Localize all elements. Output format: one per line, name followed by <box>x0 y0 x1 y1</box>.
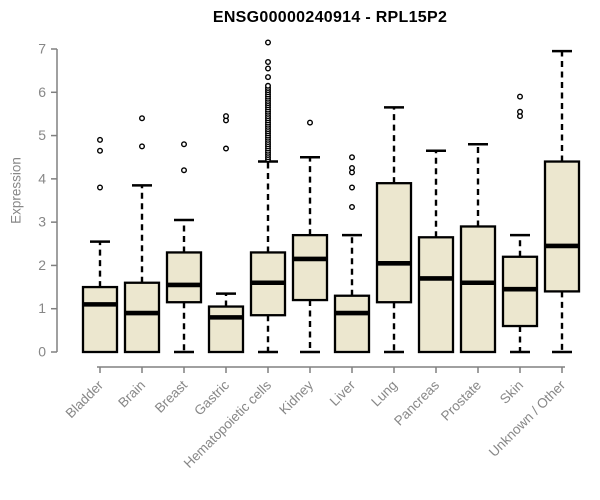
x-category-label: Liver <box>327 377 359 409</box>
iqr-box <box>81 285 119 354</box>
outlier-point <box>349 165 356 172</box>
x-category-label: Pancreas <box>391 377 442 428</box>
boxplot-group-pancreas <box>417 149 455 354</box>
x-category-label: Prostate <box>438 378 484 424</box>
outlier-point <box>265 74 272 81</box>
x-category-label: Unknown / Other <box>486 377 569 460</box>
outlier-point <box>307 119 314 126</box>
iqr-box <box>543 160 581 293</box>
boxplot-group-bladder <box>81 136 119 354</box>
boxplot-group-lung <box>375 106 413 354</box>
x-category-label: Bladder <box>63 377 107 421</box>
chart-title: ENSG00000240914 - RPL15P2 <box>212 9 448 26</box>
x-category-label: Gastric <box>191 377 232 418</box>
y-tick-label: 0 <box>38 344 46 360</box>
y-tick-label: 2 <box>38 257 46 273</box>
outlier-point <box>349 203 356 210</box>
outlier-point <box>517 108 524 115</box>
outlier-point <box>265 82 272 89</box>
iqr-box <box>291 233 329 302</box>
boxplot-group-hematopoietic-cells <box>249 39 287 354</box>
iqr-box <box>459 225 497 354</box>
iqr-box <box>123 281 161 354</box>
x-category-label: Kidney <box>276 377 316 417</box>
iqr-box <box>207 305 245 354</box>
outlier-point <box>265 65 272 72</box>
iqr-box <box>375 182 413 304</box>
outlier-point <box>180 167 187 174</box>
iqr-box <box>333 294 371 354</box>
x-category-label: Lung <box>368 378 400 410</box>
iqr-box <box>417 236 455 354</box>
y-tick-label: 3 <box>38 214 46 230</box>
outlier-point <box>222 145 229 152</box>
outlier-point <box>96 147 103 154</box>
boxplot-group-liver <box>333 154 371 354</box>
outlier-point <box>349 184 356 191</box>
outlier-point <box>265 58 272 65</box>
outlier-point <box>96 184 103 191</box>
y-tick-label: 6 <box>38 84 46 100</box>
x-category-label: Brain <box>115 378 148 411</box>
outlier-point <box>96 136 103 143</box>
boxplot-group-gastric <box>207 113 245 354</box>
outlier-point <box>138 143 145 150</box>
outlier-point <box>138 115 145 122</box>
y-tick-label: 1 <box>38 300 46 316</box>
boxplot-group-skin <box>501 93 539 354</box>
y-tick-label: 7 <box>38 41 46 57</box>
outlier-point <box>222 113 229 120</box>
y-tick-label: 4 <box>38 170 46 186</box>
outlier-point <box>265 39 272 46</box>
boxplot-group-kidney <box>291 119 329 354</box>
outlier-point <box>349 154 356 161</box>
boxplot-group-brain <box>123 115 161 354</box>
outlier-point <box>180 141 187 148</box>
iqr-box <box>165 251 203 304</box>
boxplot-group-unknown-other <box>543 49 581 354</box>
x-category-label: Breast <box>152 377 190 415</box>
outlier-point <box>517 93 524 100</box>
x-category-label: Skin <box>497 378 526 407</box>
boxplot-group-breast <box>165 141 203 354</box>
boxplot-group-prostate <box>459 142 497 354</box>
y-tick-label: 5 <box>38 127 46 143</box>
